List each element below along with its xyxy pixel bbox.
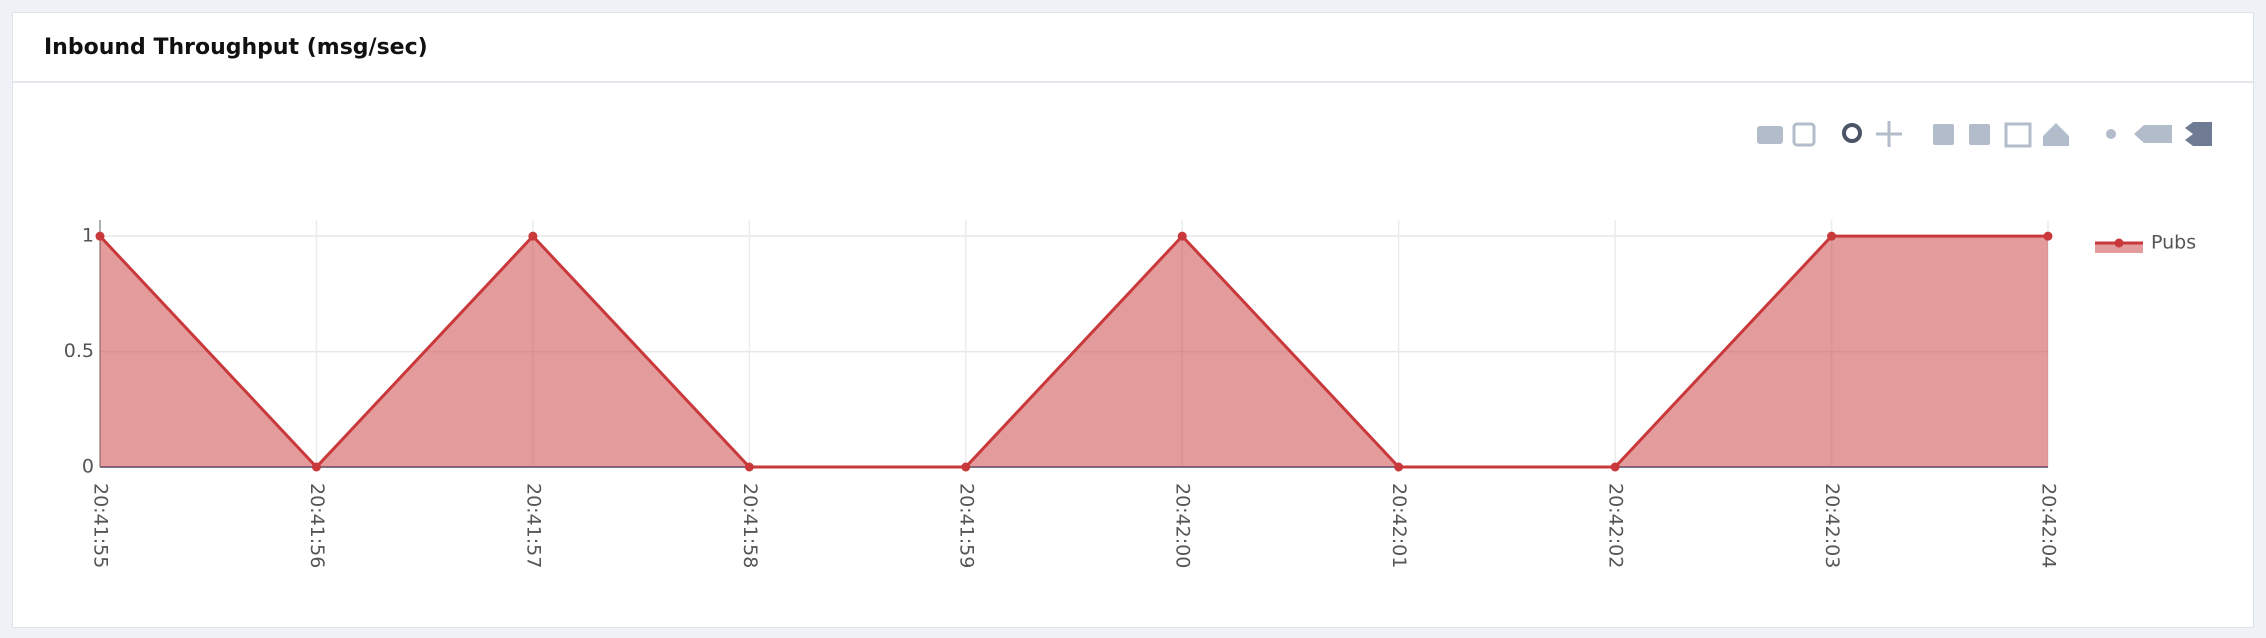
camera-icon[interactable]: [1757, 126, 1783, 144]
x-tick-label: 20:41:59: [955, 483, 977, 568]
x-tick-label: 20:41:55: [90, 483, 112, 568]
x-tick-label: 20:42:04: [2038, 483, 2060, 568]
home-icon[interactable]: [2043, 123, 2069, 146]
point: [528, 231, 538, 241]
x-tick-label: 20:42:02: [1605, 483, 1627, 568]
point: [95, 231, 105, 241]
chart-title: Inbound Throughput (msg/sec): [44, 35, 428, 60]
legend-swatch: [2095, 243, 2143, 253]
x-tick-label: 20:42:00: [1172, 483, 1194, 568]
point: [1177, 231, 1187, 241]
zoom-out-icon[interactable]: [1969, 124, 1990, 145]
hover-closest-icon[interactable]: [2134, 125, 2172, 143]
x-tick-label: 20:41:58: [739, 483, 761, 568]
point: [1610, 462, 1620, 472]
zoom-in-icon[interactable]: [1933, 124, 1954, 145]
spike-icon[interactable]: [2106, 129, 2116, 139]
y-tick-label: 0: [82, 456, 94, 478]
legend-label: Pubs: [2151, 232, 2196, 254]
x-tick-label: 20:42:01: [1388, 483, 1410, 568]
panel-header: Inbound Throughput (msg/sec): [13, 13, 2253, 83]
point: [2043, 231, 2053, 241]
point: [311, 462, 321, 472]
pan-icon[interactable]: [1876, 121, 1902, 147]
autoscale-icon[interactable]: [2004, 122, 2032, 148]
x-tick-label: 20:41:56: [306, 483, 328, 568]
y-tick-label: 1: [82, 225, 94, 247]
x-tick-label: 20:41:57: [522, 483, 544, 568]
zoom-icon[interactable]: [1842, 123, 1862, 143]
x-tick-label: 20:42:03: [1821, 483, 1843, 568]
toolbar: [1757, 121, 2212, 148]
legend-point: [2114, 238, 2124, 248]
save-icon[interactable]: [1792, 122, 1816, 147]
point: [1827, 231, 1837, 241]
line: [98, 233, 2048, 470]
point: [961, 462, 971, 472]
point: [1394, 462, 1404, 472]
hover-compare-icon[interactable]: [2185, 122, 2212, 146]
y-tick-label: 0.5: [64, 340, 94, 362]
point: [744, 462, 754, 472]
